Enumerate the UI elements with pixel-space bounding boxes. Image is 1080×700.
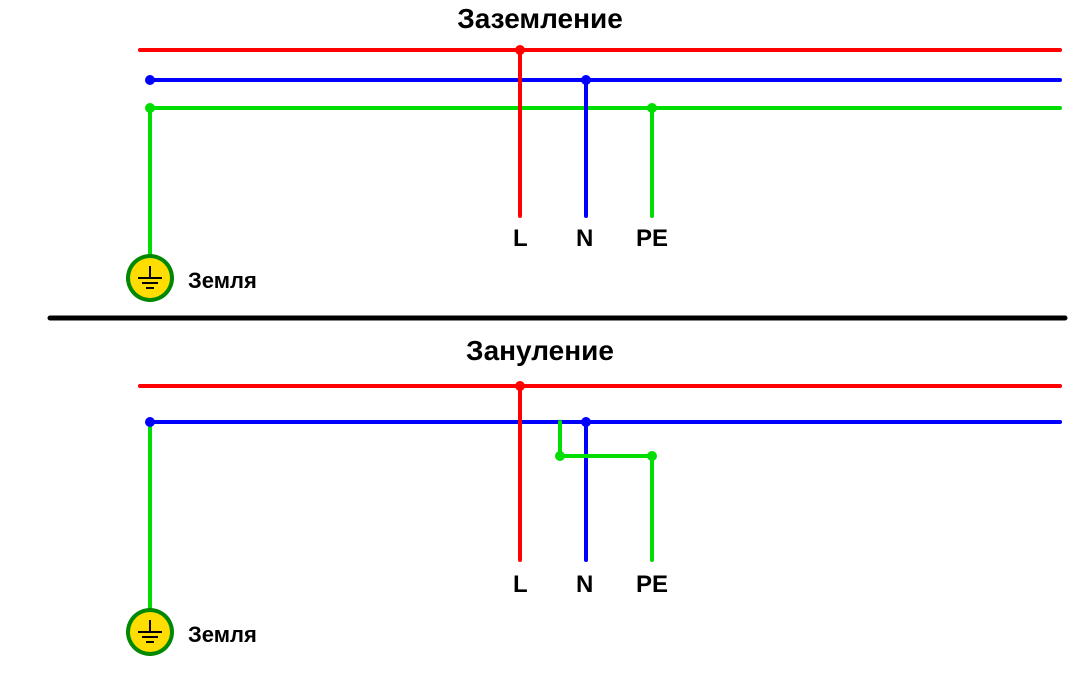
bot-node-N-tap <box>581 417 591 427</box>
top-node-N-tap <box>581 75 591 85</box>
top-label-L: L <box>513 225 528 252</box>
bot-node-N-start <box>145 417 155 427</box>
top-label-PE: PE <box>636 225 668 252</box>
bot-label-L: L <box>513 571 528 598</box>
ground-icon-bottom <box>126 608 174 656</box>
title-top: Заземление <box>457 3 623 34</box>
bot-label-PE: PE <box>636 571 668 598</box>
top-node-L-tap <box>515 45 525 55</box>
bot-node-L-tap <box>515 381 525 391</box>
bot-ground-label: Земля <box>188 622 257 647</box>
bot-label-N: N <box>576 571 593 598</box>
top-node-N-start <box>145 75 155 85</box>
top-node-PE-tap <box>647 103 657 113</box>
top-node-PE-start <box>145 103 155 113</box>
ground-icon-top <box>126 254 174 302</box>
bot-node-PE-corner <box>647 451 657 461</box>
title-bottom: Зануление <box>466 335 614 366</box>
wiring-diagram: Заземление L N PE Земля Зануление L N PE Земля <box>0 0 1080 700</box>
bot-node-PE-from-N <box>555 451 565 461</box>
top-label-N: N <box>576 225 593 252</box>
top-ground-label: Земля <box>188 268 257 293</box>
